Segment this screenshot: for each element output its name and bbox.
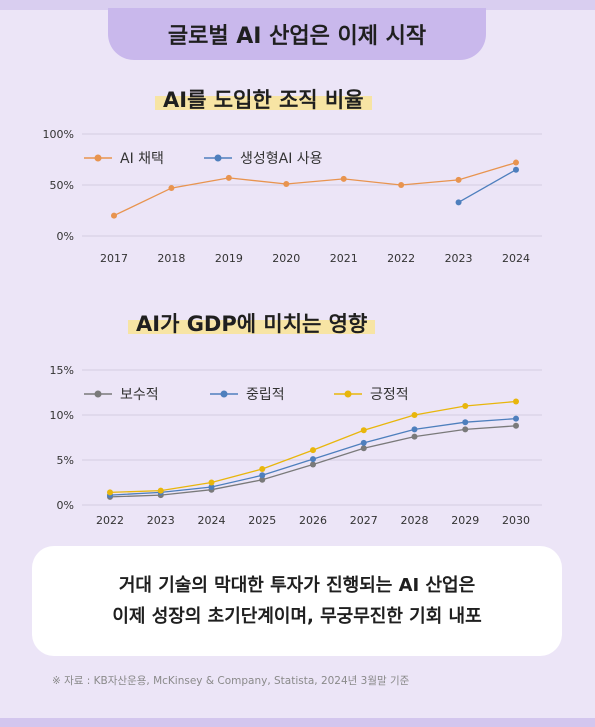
x-tick-label: 2024 xyxy=(502,252,530,265)
data-point xyxy=(513,159,519,166)
chart1-title-text: AI를 도입한 조직 비율 xyxy=(155,88,372,112)
data-point xyxy=(111,212,117,219)
y-tick-label: 10% xyxy=(50,409,74,422)
legend-label: 생성형AI 사용 xyxy=(240,151,323,167)
data-point xyxy=(208,484,215,490)
legend-swatch-marker xyxy=(94,154,102,162)
x-tick-label: 2017 xyxy=(100,252,128,265)
data-point xyxy=(157,487,164,494)
x-tick-label: 2018 xyxy=(157,252,185,265)
top-band xyxy=(0,0,595,10)
data-point xyxy=(208,479,215,486)
data-point xyxy=(462,419,469,426)
main-title: 글로벌 AI 산업은 이제 시작 xyxy=(108,8,486,60)
data-point xyxy=(360,445,367,452)
summary-line-2: 이제 성장의 초기단계이며, 무궁무진한 기회 내포 xyxy=(112,606,482,627)
x-tick-label: 2022 xyxy=(96,514,124,527)
x-tick-label: 2026 xyxy=(299,514,327,527)
data-point xyxy=(398,182,405,188)
y-tick-label: 15% xyxy=(50,364,74,377)
x-tick-label: 2024 xyxy=(198,514,226,527)
legend-label: 보수적 xyxy=(120,387,159,403)
data-point xyxy=(107,489,113,496)
data-point xyxy=(455,176,462,183)
legend-swatch-marker xyxy=(94,390,102,398)
x-tick-label: 2022 xyxy=(387,252,415,265)
x-tick-label: 2025 xyxy=(248,514,276,527)
y-tick-label: 0% xyxy=(57,499,74,512)
chart2-title-text: AI가 GDP에 미치는 영향 xyxy=(128,312,375,336)
data-point xyxy=(259,472,266,479)
data-point xyxy=(455,199,462,206)
data-point xyxy=(310,461,316,468)
x-tick-label: 2028 xyxy=(401,514,429,527)
data-point xyxy=(259,466,266,472)
x-tick-label: 2029 xyxy=(451,514,479,527)
data-point xyxy=(462,426,469,433)
chart2-title: AI가 GDP에 미치는 영향 xyxy=(128,308,375,338)
y-tick-label: 0% xyxy=(57,230,74,243)
data-point xyxy=(259,476,266,483)
summary-box: 거대 기술의 막대한 투자가 진행되는 AI 산업은 이제 성장의 초기단계이며… xyxy=(32,546,562,656)
data-point xyxy=(168,185,175,192)
legend-label: 긍정적 xyxy=(370,387,409,403)
summary-line-1: 거대 기술의 막대한 투자가 진행되는 AI 산업은 xyxy=(118,574,476,596)
x-tick-label: 2027 xyxy=(350,514,378,527)
legend-label: 중립적 xyxy=(246,387,285,403)
data-point xyxy=(283,180,290,187)
x-tick-label: 2023 xyxy=(445,252,473,265)
data-point xyxy=(310,456,316,463)
data-point xyxy=(462,403,469,409)
chart-ai-gdp-impact: 15% 10% 5% 0% 2022 2023 2024 2025 2026 2027 2028 20… xyxy=(50,364,542,527)
chart1-title: AI를 도입한 조직 비율 xyxy=(155,84,372,114)
legend-swatch-marker xyxy=(220,390,228,398)
legend-label: AI 채택 xyxy=(120,151,164,167)
chart-ai-adoption: 100% 50% 0% 2017 2018 2019 2020 2021 2022 2023 202… xyxy=(43,128,542,265)
series-line xyxy=(458,169,517,203)
data-point xyxy=(411,412,418,418)
x-tick-label: 2021 xyxy=(330,252,358,265)
x-tick-label: 2020 xyxy=(272,252,300,265)
x-tick-label: 2019 xyxy=(215,252,243,265)
y-tick-label: 5% xyxy=(57,454,74,467)
data-point xyxy=(411,433,418,440)
data-point xyxy=(411,426,418,433)
data-point xyxy=(225,174,232,181)
y-tick-label: 100% xyxy=(43,128,74,141)
data-point xyxy=(513,166,519,173)
x-tick-label: 2023 xyxy=(147,514,175,527)
data-point xyxy=(360,427,367,434)
data-point xyxy=(310,447,316,454)
data-point xyxy=(340,175,347,182)
data-point xyxy=(513,422,519,429)
data-point xyxy=(360,439,367,446)
legend-swatch-marker xyxy=(214,154,222,162)
data-point xyxy=(513,398,519,405)
bottom-band xyxy=(0,718,595,727)
y-tick-label: 50% xyxy=(50,179,74,192)
source-note: ※ 자료 : KB자산운용, McKinsey & Company, Stati… xyxy=(52,675,410,687)
series-line xyxy=(113,161,517,217)
x-tick-label: 2030 xyxy=(502,514,530,527)
data-point xyxy=(513,415,519,422)
legend-swatch-marker xyxy=(344,390,352,398)
